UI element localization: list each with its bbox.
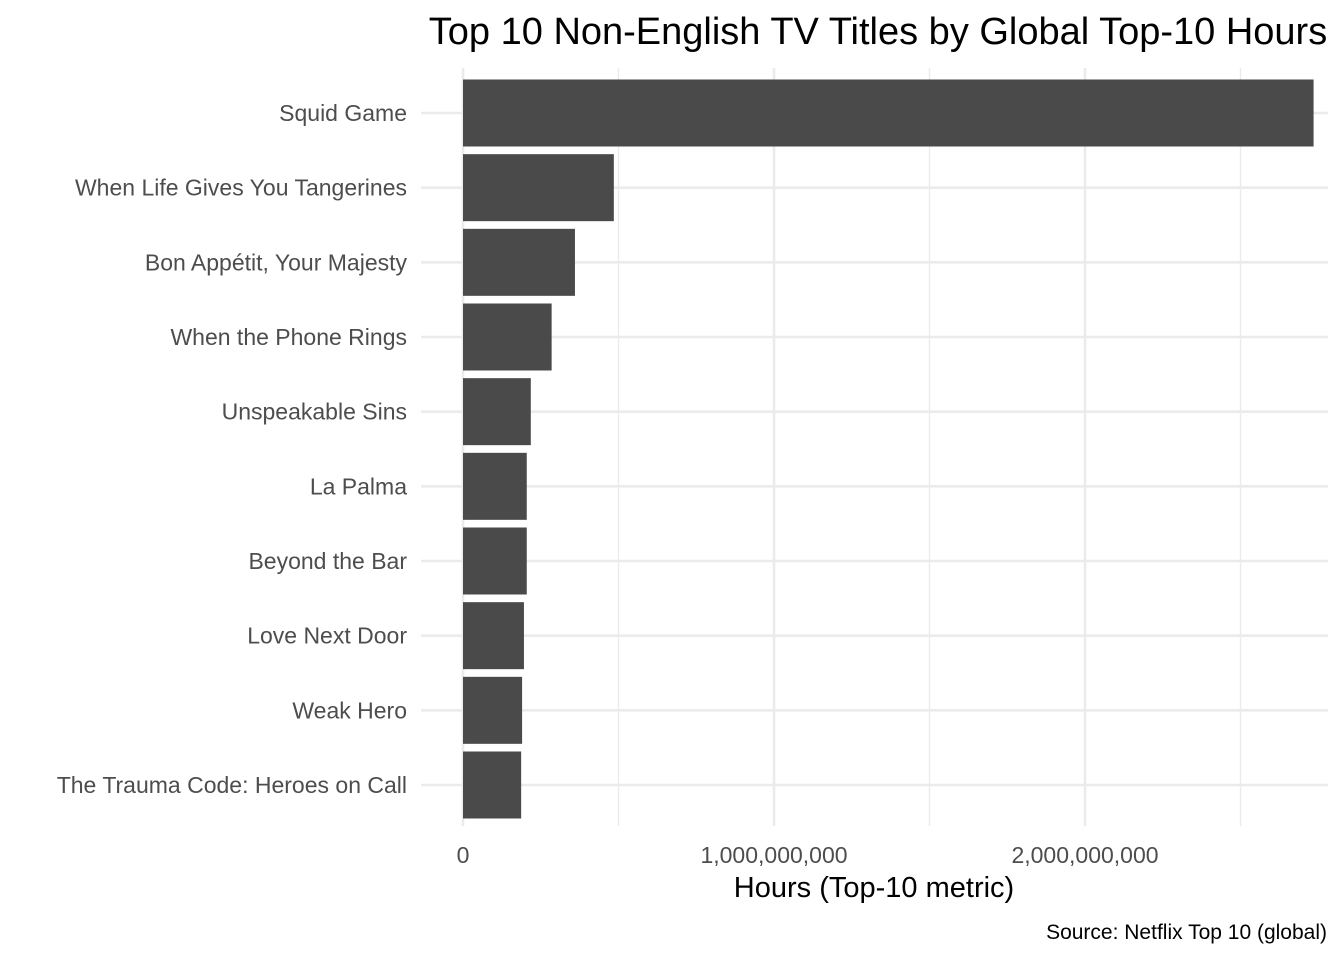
bars <box>463 79 1314 819</box>
bar <box>463 452 527 520</box>
bar <box>463 154 614 222</box>
category-label: Squid Game <box>279 100 407 126</box>
category-label: When the Phone Rings <box>170 324 407 350</box>
bar <box>463 602 524 670</box>
category-label: Bon Appétit, Your Majesty <box>145 249 408 275</box>
chart-title: Top 10 Non-English TV Titles by Global T… <box>429 11 1327 53</box>
x-tick-label: 0 <box>457 842 470 868</box>
category-labels: Squid Game When Life Gives You Tangerines… <box>57 100 408 798</box>
category-label: Unspeakable Sins <box>222 399 407 425</box>
x-tick-label: 2,000,000,000 <box>1011 842 1158 868</box>
bar <box>463 676 523 744</box>
bar <box>463 79 1314 147</box>
category-label: Beyond the Bar <box>248 548 407 574</box>
bar <box>463 751 522 819</box>
bar <box>463 303 552 371</box>
bar <box>463 228 575 296</box>
category-label: When Life Gives You Tangerines <box>75 175 407 201</box>
bar <box>463 378 531 446</box>
grid <box>421 68 1328 826</box>
category-label: Weak Hero <box>292 697 407 723</box>
category-label: La Palma <box>310 473 407 499</box>
x-tick-labels: 0 1,000,000,000 2,000,000,000 <box>457 842 1159 868</box>
bar <box>463 527 527 595</box>
x-tick-label: 1,000,000,000 <box>700 842 847 868</box>
category-label: The Trauma Code: Heroes on Call <box>57 772 407 798</box>
category-label: Love Next Door <box>247 623 407 649</box>
x-axis-title: Hours (Top-10 metric) <box>734 872 1014 904</box>
caption: Source: Netflix Top 10 (global) <box>1046 921 1327 944</box>
